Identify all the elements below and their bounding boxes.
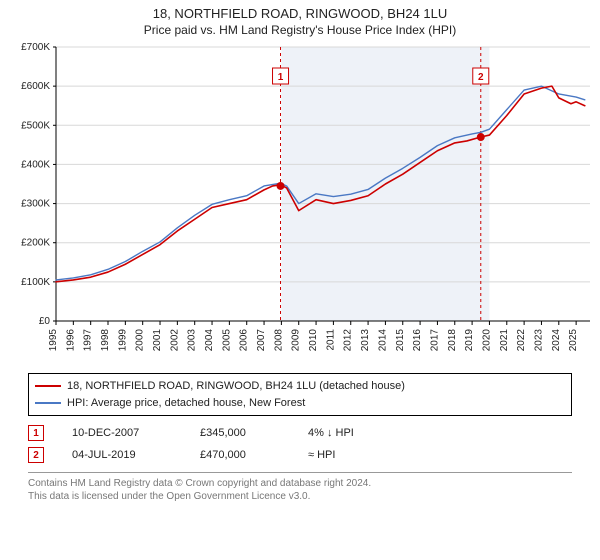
svg-text:1997: 1997 bbox=[83, 329, 94, 352]
svg-text:£300K: £300K bbox=[21, 199, 50, 210]
svg-text:1998: 1998 bbox=[100, 329, 111, 352]
legend: 18, NORTHFIELD ROAD, RINGWOOD, BH24 1LU … bbox=[28, 373, 572, 416]
sale-diff-1: 4% ↓ HPI bbox=[308, 427, 388, 439]
svg-text:2022: 2022 bbox=[516, 329, 527, 352]
sale-marker-2: 2 bbox=[28, 447, 44, 463]
svg-text:1995: 1995 bbox=[48, 329, 59, 352]
svg-text:£600K: £600K bbox=[21, 81, 50, 92]
chart-title: 18, NORTHFIELD ROAD, RINGWOOD, BH24 1LU bbox=[0, 6, 600, 21]
svg-text:2009: 2009 bbox=[291, 329, 302, 352]
svg-text:1996: 1996 bbox=[65, 329, 76, 352]
svg-text:2020: 2020 bbox=[481, 329, 492, 352]
svg-text:£200K: £200K bbox=[21, 238, 50, 249]
svg-text:2004: 2004 bbox=[204, 329, 215, 352]
svg-text:2011: 2011 bbox=[325, 329, 336, 351]
svg-text:£100K: £100K bbox=[21, 277, 50, 288]
svg-text:2010: 2010 bbox=[308, 329, 319, 352]
svg-text:1: 1 bbox=[278, 72, 284, 83]
svg-text:2016: 2016 bbox=[412, 329, 423, 352]
svg-text:2019: 2019 bbox=[464, 329, 475, 352]
legend-swatch-1 bbox=[35, 385, 61, 387]
price-chart: £0 £100K £200K £300K £400K £500K £600K £700K 199… bbox=[0, 37, 600, 367]
svg-text:2007: 2007 bbox=[256, 329, 267, 352]
sale-row-1: 1 10-DEC-2007 £345,000 4% ↓ HPI bbox=[28, 422, 572, 444]
sale-price-2: £470,000 bbox=[200, 449, 280, 461]
svg-text:£700K: £700K bbox=[21, 42, 50, 53]
legend-row-series1: 18, NORTHFIELD ROAD, RINGWOOD, BH24 1LU … bbox=[35, 378, 565, 395]
sale-price-1: £345,000 bbox=[200, 427, 280, 439]
svg-text:2002: 2002 bbox=[169, 329, 180, 352]
footer: Contains HM Land Registry data © Crown c… bbox=[28, 472, 572, 503]
svg-text:2018: 2018 bbox=[447, 329, 458, 352]
svg-text:2015: 2015 bbox=[395, 329, 406, 352]
chart-subtitle: Price paid vs. HM Land Registry's House … bbox=[0, 23, 600, 37]
svg-text:2: 2 bbox=[478, 72, 484, 83]
chart-container: £0 £100K £200K £300K £400K £500K £600K £700K 199… bbox=[0, 37, 600, 367]
svg-text:2005: 2005 bbox=[221, 329, 232, 352]
svg-text:2008: 2008 bbox=[273, 329, 284, 352]
svg-text:£500K: £500K bbox=[21, 120, 50, 131]
svg-text:2001: 2001 bbox=[152, 329, 163, 352]
svg-text:2025: 2025 bbox=[568, 329, 579, 352]
footer-line-1: Contains HM Land Registry data © Crown c… bbox=[28, 477, 572, 490]
svg-text:2003: 2003 bbox=[187, 329, 198, 352]
sale-date-2: 04-JUL-2019 bbox=[72, 449, 172, 461]
legend-swatch-2 bbox=[35, 402, 61, 404]
sale-diff-2: ≈ HPI bbox=[308, 449, 388, 461]
svg-text:2024: 2024 bbox=[551, 329, 562, 352]
sale-row-2: 2 04-JUL-2019 £470,000 ≈ HPI bbox=[28, 444, 572, 466]
sales-table: 1 10-DEC-2007 £345,000 4% ↓ HPI 2 04-JUL… bbox=[28, 422, 572, 466]
svg-text:2013: 2013 bbox=[360, 329, 371, 352]
svg-text:1999: 1999 bbox=[117, 329, 128, 352]
sale-marker-1: 1 bbox=[28, 425, 44, 441]
svg-text:2021: 2021 bbox=[499, 329, 510, 352]
legend-label-1: 18, NORTHFIELD ROAD, RINGWOOD, BH24 1LU … bbox=[67, 378, 405, 395]
legend-label-2: HPI: Average price, detached house, New … bbox=[67, 395, 305, 412]
sale-date-1: 10-DEC-2007 bbox=[72, 427, 172, 439]
footer-line-2: This data is licensed under the Open Gov… bbox=[28, 490, 572, 503]
svg-text:£0: £0 bbox=[39, 316, 51, 327]
svg-text:2014: 2014 bbox=[377, 329, 388, 352]
svg-text:2012: 2012 bbox=[343, 329, 354, 352]
legend-row-series2: HPI: Average price, detached house, New … bbox=[35, 395, 565, 412]
svg-text:2006: 2006 bbox=[239, 329, 250, 352]
svg-text:2000: 2000 bbox=[135, 329, 146, 352]
svg-text:2023: 2023 bbox=[533, 329, 544, 352]
svg-text:2017: 2017 bbox=[429, 329, 440, 352]
svg-text:£400K: £400K bbox=[21, 159, 50, 170]
